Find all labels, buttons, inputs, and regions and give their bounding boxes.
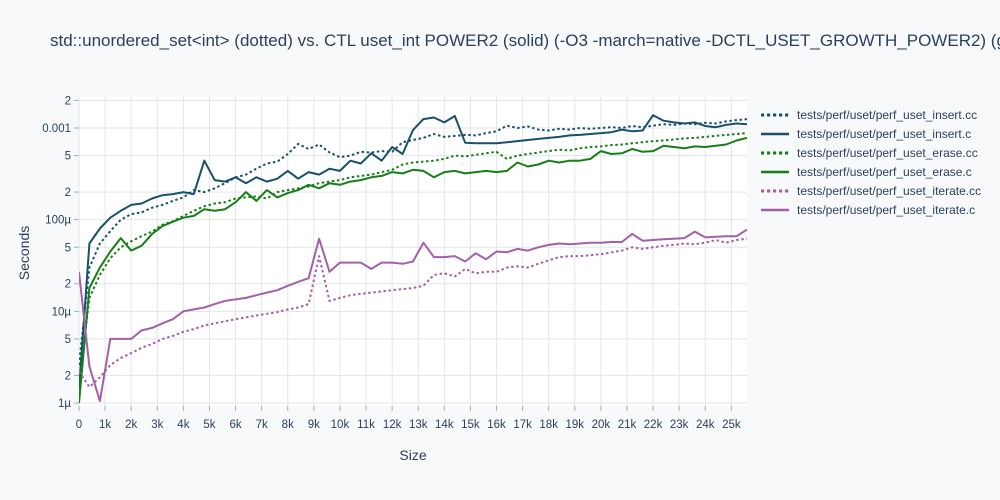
legend-label: tests/perf/uset/perf_uset_erase.cc bbox=[797, 145, 978, 160]
series-line-perf_uset_iterate.c[interactable] bbox=[79, 228, 748, 403]
y-tick-label: 100µ bbox=[45, 215, 71, 227]
legend-label: tests/perf/uset/perf_uset_erase.c bbox=[797, 164, 972, 179]
x-tick-label: 9k bbox=[308, 419, 320, 431]
legend-line-sample bbox=[760, 112, 790, 118]
x-tick-label: 5k bbox=[203, 419, 215, 431]
x-axis-title: Size bbox=[399, 447, 427, 463]
legend-label: tests/perf/uset/perf_uset_insert.c bbox=[797, 126, 972, 141]
plot-background bbox=[79, 97, 747, 406]
legend-label: tests/perf/uset/perf_uset_insert.cc bbox=[797, 107, 978, 122]
legend-line-sample bbox=[760, 131, 790, 137]
x-tick-label: 4k bbox=[177, 419, 189, 431]
legend-label: tests/perf/uset/perf_uset_iterate.cc bbox=[797, 183, 982, 198]
y-axis-title: Seconds bbox=[16, 225, 32, 281]
legend-item-perf-uset-insert-c[interactable]: tests/perf/uset/perf_uset_insert.c bbox=[760, 124, 981, 143]
legend-line-sample bbox=[760, 169, 790, 175]
x-tick-label: 18k bbox=[539, 419, 558, 431]
legend-line-sample bbox=[760, 188, 790, 194]
x-tick-label: 10k bbox=[331, 419, 350, 431]
series-line-perf_uset_erase.c[interactable] bbox=[79, 136, 748, 404]
y-tick-label: 5 bbox=[65, 151, 71, 163]
x-tick-label: 19k bbox=[566, 419, 585, 431]
y-tick-label: 1µ bbox=[58, 398, 71, 410]
x-tick-label: 12k bbox=[383, 419, 402, 431]
x-tick-label: 24k bbox=[696, 419, 715, 431]
chart-title: std::unordered_set<int> (dotted) vs. CTL… bbox=[50, 31, 1000, 50]
x-tick-label: 23k bbox=[670, 419, 689, 431]
y-tick-label: 5 bbox=[65, 242, 71, 254]
legend-line-sample bbox=[760, 207, 790, 213]
series-line-perf_uset_insert.c[interactable] bbox=[79, 114, 748, 390]
y-tick-label: 2 bbox=[65, 279, 71, 291]
y-tick-label: 2 bbox=[65, 95, 71, 107]
x-tick-label: 15k bbox=[461, 419, 480, 431]
series-line-perf_uset_erase.cc[interactable] bbox=[79, 132, 748, 385]
legend-item-perf-uset-erase-cc[interactable]: tests/perf/uset/perf_uset_erase.cc bbox=[760, 143, 981, 162]
legend-item-perf-uset-insert-cc[interactable]: tests/perf/uset/perf_uset_insert.cc bbox=[760, 105, 981, 124]
x-tick-label: 21k bbox=[618, 419, 637, 431]
x-tick-label: 20k bbox=[592, 419, 611, 431]
x-tick-label: 13k bbox=[409, 419, 428, 431]
y-tick-label: 5 bbox=[65, 334, 71, 346]
x-tick-label: 8k bbox=[282, 419, 294, 431]
x-tick-label: 25k bbox=[722, 419, 741, 431]
legend-item-perf-uset-erase-c[interactable]: tests/perf/uset/perf_uset_erase.c bbox=[760, 162, 981, 181]
x-tick-label: 7k bbox=[256, 419, 268, 431]
legend: tests/perf/uset/perf_uset_insert.cc test… bbox=[760, 105, 981, 219]
y-tick-label: 0.001 bbox=[42, 123, 71, 135]
x-tick-label: 0 bbox=[76, 419, 82, 431]
tick-labels: 0 1k 2k 3k 4k 5k 6k 7k 8k 9k 10k 11k 12k 13k 14k 15k 16k… bbox=[42, 95, 741, 431]
legend-line-sample bbox=[760, 150, 790, 156]
legend-item-perf-uset-iterate-cc[interactable]: tests/perf/uset/perf_uset_iterate.cc bbox=[760, 181, 981, 200]
x-tick-label: 22k bbox=[644, 419, 663, 431]
series-lines bbox=[79, 114, 748, 404]
legend-label: tests/perf/uset/perf_uset_iterate.c bbox=[797, 202, 976, 217]
x-tick-label: 16k bbox=[487, 419, 506, 431]
x-tick-label: 3k bbox=[151, 419, 163, 431]
x-tick-label: 14k bbox=[435, 419, 454, 431]
tick-marks bbox=[74, 99, 732, 411]
x-tick-label: 1k bbox=[99, 419, 111, 431]
x-tick-label: 17k bbox=[513, 419, 532, 431]
x-tick-label: 11k bbox=[357, 419, 375, 431]
x-tick-label: 2k bbox=[125, 419, 137, 431]
y-tick-label: 10µ bbox=[52, 306, 72, 318]
x-tick-label: 6k bbox=[229, 419, 241, 431]
y-tick-label: 2 bbox=[65, 370, 71, 382]
legend-item-perf-uset-iterate-c[interactable]: tests/perf/uset/perf_uset_iterate.c bbox=[760, 200, 981, 219]
y-tick-label: 2 bbox=[65, 187, 71, 199]
